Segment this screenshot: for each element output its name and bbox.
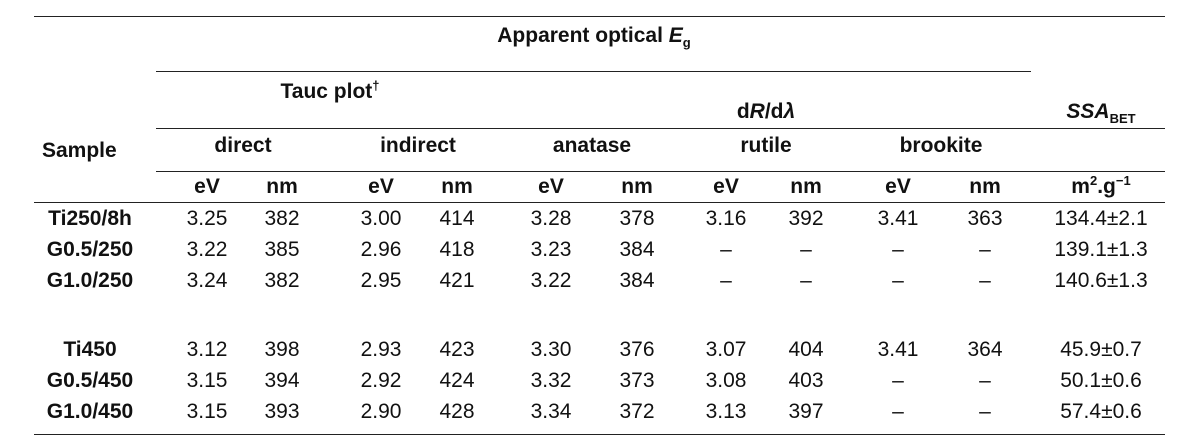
table-cell: – [892,400,904,423]
table-cell: 385 [264,238,300,261]
table-cell: – [979,369,991,392]
table-cell: 3.08 [705,369,747,392]
bottom-rule [34,434,1165,435]
table-cell: 393 [264,400,300,423]
table-cell: 3.15 [186,400,228,423]
table-cell: 373 [619,369,655,392]
ssa-cell: 139.1±1.3 [1054,238,1148,261]
row-sample-label: Ti250/8h [48,207,132,230]
table-cell: 421 [439,269,475,292]
table-cell: 3.12 [186,338,228,361]
unit-header-6: eV [713,175,739,198]
ssa-cell: 45.9±0.7 [1060,338,1142,361]
ssa-bet-header: SSABET [1066,100,1136,127]
table-cell: 363 [967,207,1003,230]
table-cell: 384 [619,238,655,261]
table-cell: 382 [264,269,300,292]
unit-header-3: nm [441,175,473,198]
table-cell: – [979,400,991,423]
dr-dlambda-header: dR/dλ [736,100,796,123]
table-cell: 403 [788,369,824,392]
table-cell: – [892,238,904,261]
unit-header-8: eV [885,175,911,198]
table-cell: 2.95 [360,269,402,292]
table-cell: 414 [439,207,475,230]
table-cell: 3.28 [530,207,572,230]
table-cell: 3.00 [360,207,402,230]
table-cell: 3.41 [877,338,919,361]
table-cell: 418 [439,238,475,261]
group-header-4: brookite [899,134,983,157]
table-cell: 3.32 [530,369,572,392]
table-cell: 424 [439,369,475,392]
table-cell: – [720,238,732,261]
table-cell: 3.16 [705,207,747,230]
group-header-1: indirect [380,134,456,157]
table-cell: – [892,369,904,392]
table-cell: 378 [619,207,655,230]
table-cell: 398 [264,338,300,361]
table-cell: 364 [967,338,1003,361]
table-cell: – [800,269,812,292]
table-cell: 372 [619,400,655,423]
top-rule [34,16,1165,17]
table-cell: 3.34 [530,400,572,423]
table-cell: – [800,238,812,261]
table-cell: 404 [788,338,824,361]
unit-header-5: nm [621,175,653,198]
table-cell: 3.22 [530,269,572,292]
table-cell: 3.07 [705,338,747,361]
row-sample-label: G1.0/250 [46,269,134,292]
unit-header-7: nm [790,175,822,198]
table-cell: 3.24 [186,269,228,292]
table-cell: 394 [264,369,300,392]
ssa-cell: 140.6±1.3 [1054,269,1148,292]
table-cell: 392 [788,207,824,230]
ssa-cell: 134.4±2.1 [1054,207,1148,230]
table-cell: 2.96 [360,238,402,261]
table-cell: 3.13 [705,400,747,423]
table-cell: 2.93 [360,338,402,361]
apparent-rule [156,71,1031,72]
table-cell: – [979,269,991,292]
group-header-0: direct [214,134,272,157]
unit-header-4: eV [538,175,564,198]
unit-header-1: nm [266,175,298,198]
units-rule [34,202,1165,203]
table-cell: 3.23 [530,238,572,261]
table-cell: 3.30 [530,338,572,361]
row-sample-label: G1.0/450 [46,400,134,423]
table-cell: 3.41 [877,207,919,230]
table-cell: 423 [439,338,475,361]
table-cell: 428 [439,400,475,423]
unit-header-0: eV [194,175,220,198]
subgroup-rule [156,171,1165,172]
row-sample-label: G0.5/250 [46,238,134,261]
table-cell: 3.22 [186,238,228,261]
table-cell: – [892,269,904,292]
group-rule [156,128,1165,129]
tauc-plot-header: Tauc plot† [280,78,380,103]
row-sample-label: G0.5/450 [46,369,134,392]
unit-header-9: nm [969,175,1001,198]
table-cell: 376 [619,338,655,361]
table-cell: 3.15 [186,369,228,392]
ssa-cell: 50.1±0.6 [1060,369,1142,392]
group-header-2: anatase [552,134,632,157]
table-cell: 382 [264,207,300,230]
table-cell: 2.90 [360,400,402,423]
table-cell: 2.92 [360,369,402,392]
table-cell: 3.25 [186,207,228,230]
sample-header: Sample [42,139,117,162]
ssa-cell: 57.4±0.6 [1060,400,1142,423]
ssa-unit: m2.g−1 [1071,173,1131,198]
table-cell: – [720,269,732,292]
group-header-3: rutile [740,134,792,157]
table-cell: – [979,238,991,261]
table-cell: 397 [788,400,824,423]
apparent-optical-eg-header: Apparent optical Eg [497,24,691,51]
unit-header-2: eV [368,175,394,198]
table-cell: 384 [619,269,655,292]
row-sample-label: Ti450 [63,338,117,361]
